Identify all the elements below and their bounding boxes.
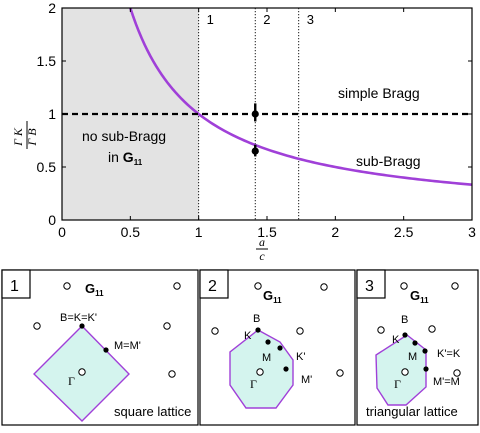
panel-1-point-b [79, 323, 85, 329]
y-axis-label-denominator: Γ B [25, 128, 39, 147]
panel-2: 2 G11 B K M K' M' Γ [199, 269, 356, 426]
annotation-sub-bragg: sub-Bragg [356, 153, 421, 169]
panel-1-caption: square lattice [114, 404, 191, 419]
panel-3-brillouin-zone [375, 334, 427, 406]
panel-1-number: 1 [10, 278, 19, 295]
lattice-point [377, 326, 385, 334]
lattice-point [211, 327, 219, 335]
lattice-point [320, 283, 328, 291]
panel-2-point-k [255, 327, 261, 333]
panel-2-label-gamma: Γ [250, 377, 257, 391]
panel-2-lattice-circles [211, 282, 344, 377]
lattice-point [256, 368, 264, 376]
x-tick-label: 0.5 [121, 224, 141, 240]
panel-2-point-kp [277, 345, 283, 351]
panel-1-g-label: G11 [85, 281, 104, 298]
panel-1-lattice-circles [33, 282, 181, 378]
lattice-point [163, 322, 171, 330]
panel-3-label-b: B [401, 314, 408, 326]
lattice-point [173, 282, 181, 290]
panel-2-label-kp: K' [296, 351, 305, 363]
panel-2-label-k: K [244, 330, 252, 342]
panel-2-label-b: B [253, 313, 260, 325]
panel-3-point-mp [423, 366, 429, 372]
region-number-labels: 1 2 3 [207, 12, 314, 27]
x-axis-ticks: 0 0.5 1 1.5 2 2.5 3 [58, 8, 476, 240]
sub-bragg-curve [129, 7, 473, 186]
panel-3-point-k [402, 332, 408, 338]
x-axis-label-numerator: a [259, 235, 265, 249]
lattice-point [451, 282, 459, 290]
x-tick-label: 1 [195, 224, 203, 240]
y-tick-label: 0 [48, 212, 56, 228]
panel-3-label-k: K [392, 334, 400, 346]
region-label-2: 2 [263, 12, 270, 27]
panel-3-label-m: M [408, 351, 417, 363]
annotation-simple-bragg: simple Bragg [338, 85, 420, 101]
x-tick-label: 3 [468, 224, 476, 240]
panel-3-number-box [356, 269, 386, 299]
x-tick-label: 2.5 [394, 224, 414, 240]
panel-2-number-box [199, 269, 229, 299]
x-tick-label: 0 [58, 224, 66, 240]
lattice-point [296, 327, 304, 335]
lattice-point [63, 282, 71, 290]
y-tick-label: 1.5 [37, 53, 57, 69]
lattice-point [33, 322, 41, 330]
panel-2-number: 2 [208, 278, 217, 295]
panel-1: 1 G11 B=K=K' M=M' Γ square lattice [1, 269, 199, 426]
panel-2-g-label: G11 [263, 288, 282, 305]
lattice-point [168, 370, 176, 378]
x-tick-label: 1.5 [257, 224, 277, 240]
x-axis-label: a c [256, 235, 268, 263]
panel-3-point-m [412, 340, 418, 346]
data-point-0 [251, 110, 259, 118]
y-axis-label: Γ K Γ B [11, 121, 39, 149]
y-axis-ticks: 0 0.5 1 1.5 2 [37, 0, 472, 228]
lattice-point [401, 368, 409, 376]
panel-2-label-mp: M' [301, 374, 312, 386]
panel-3-label-mp: M'=M [433, 376, 460, 388]
data-points [251, 103, 259, 157]
panel-2-point-mp [283, 366, 289, 372]
panel-3-label-kp: K'=K [437, 348, 461, 360]
lattice-point [428, 325, 436, 333]
panel-3-g-label: G11 [410, 288, 429, 305]
data-point-1 [251, 147, 259, 155]
panel-3-label-gamma: Γ [394, 377, 401, 391]
panel-2-point-m [265, 339, 271, 345]
lattice-point [254, 282, 262, 290]
annotation-no-subbragg-line1: no sub-Bragg [82, 128, 166, 144]
panel-3-lattice-circles [377, 282, 461, 377]
annotation-no-subbragg-line2: in G11 [108, 149, 143, 167]
y-tick-label: 2 [48, 0, 56, 16]
x-axis-label-denominator: c [259, 249, 265, 263]
lattice-point [78, 368, 86, 376]
panel-2-label-m: M [262, 352, 271, 364]
y-tick-label: 0.5 [37, 159, 57, 175]
chart: 1 2 3 0 0.5 1 1.5 2 2.5 3 0 0.5 1 1.5 2 simple Bragg… [11, 0, 476, 263]
panel-1-label-m: M=M' [114, 340, 141, 352]
panel-3-point-kp [422, 348, 428, 354]
y-axis-label-numerator: Γ K [11, 127, 25, 147]
panel-1-point-m [103, 347, 109, 353]
y-tick-label: 1 [48, 106, 56, 122]
panel-1-label-b: B=K=K' [60, 312, 97, 324]
x-tick-label: 2 [331, 224, 339, 240]
panel-1-label-gamma: Γ [68, 374, 75, 388]
lattice-point [336, 369, 344, 377]
panel-3-number: 3 [365, 278, 374, 295]
panel-1-number-box [1, 269, 31, 299]
panel-3-caption: triangular lattice [366, 404, 458, 419]
lattice-point [453, 369, 461, 377]
panel-3: 3 G11 B K M K'=K M'=M Γ triangular latti… [356, 269, 479, 426]
region-label-1: 1 [207, 12, 214, 27]
region-label-3: 3 [307, 12, 314, 27]
lattice-point [400, 282, 408, 290]
